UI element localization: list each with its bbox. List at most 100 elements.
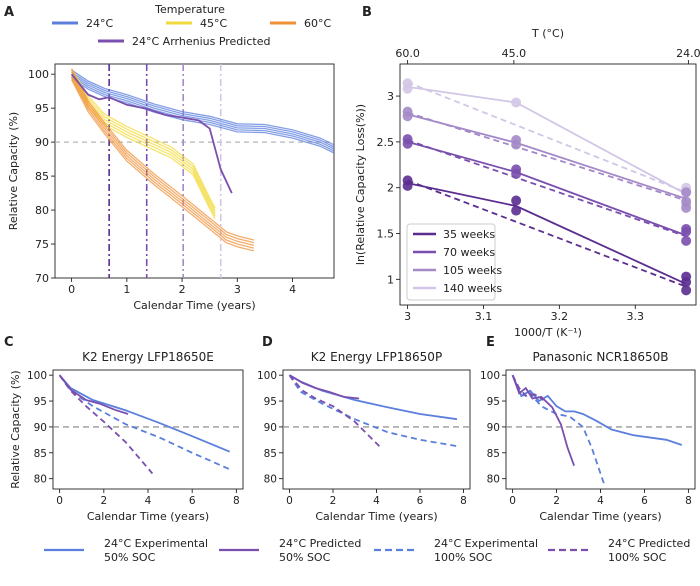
panel-c: 0 2 4 6 8 80 85 90 95 100 Calendar Time (years) Rel… [9, 350, 244, 523]
y-tick-label: 100 [28, 68, 49, 81]
fit-line-dashed [407, 81, 687, 194]
legend-label: 24°C Predicted [279, 537, 361, 550]
legend-label: 100% SOC [434, 551, 493, 564]
x-axis-label: Calendar Time (years) [87, 510, 209, 523]
x-tick-label: 4 [373, 495, 380, 507]
legend-label: 50% SOC [104, 551, 156, 564]
series-line [511, 374, 683, 446]
x-tick-label: 0 [286, 495, 293, 507]
fit-line [407, 113, 687, 200]
legend-label: 45°C [200, 17, 227, 30]
series-line [71, 76, 216, 217]
series-line [71, 69, 334, 146]
axes-frame [54, 63, 335, 279]
plot-area [283, 374, 470, 449]
x-axis-label: Calendar Time (years) [539, 510, 661, 523]
y-tick-label: 95 [34, 396, 47, 408]
axes-frame [52, 369, 244, 490]
x-tick-label: 8 [685, 495, 692, 507]
panel-label: E [486, 335, 495, 350]
x-axis-label: Calendar Time (years) [315, 510, 437, 523]
x-tick-label: 1 [123, 283, 130, 296]
x-tick-label: 6 [417, 495, 424, 507]
top-tick-label: 45.0 [502, 47, 527, 60]
y-axis-label: Relative Capacity (%) [7, 112, 20, 230]
fit-line-dashed [407, 139, 687, 238]
top-axis-label: T (°C) [531, 27, 564, 40]
x-tick-label: 0 [56, 495, 63, 507]
x-tick-label: 3 [404, 310, 411, 323]
x-tick-label: 2 [330, 495, 337, 507]
series-line [71, 71, 334, 148]
legend-label: 24°C Arrhenius Predicted [132, 35, 270, 48]
y-tick-label: 85 [35, 170, 49, 183]
panel-a: 0 1 2 3 4 70 75 80 85 90 95 100 Calendar Time (years… [7, 3, 335, 312]
x-tick-label: 2 [553, 495, 560, 507]
y-tick-label: 90 [35, 136, 49, 149]
series-line [71, 68, 255, 241]
legend-box [406, 223, 496, 301]
y-tick-label: 90 [264, 422, 277, 434]
top-tick-label: 24.0 [676, 47, 700, 60]
panel-label: D [262, 335, 273, 350]
series-line [71, 68, 216, 209]
data-point [402, 134, 413, 145]
series-line [58, 374, 231, 453]
y-tick-label: 80 [34, 474, 47, 486]
series-line [71, 76, 255, 249]
plot-area [53, 374, 243, 475]
y-tick-label: 2.5 [377, 136, 395, 149]
top-tick-label: 60.0 [395, 47, 420, 60]
panel-label: B [362, 5, 372, 20]
y-tick-label: 1.5 [377, 228, 395, 241]
data-point [681, 223, 692, 234]
y-tick-label: 80 [264, 474, 277, 486]
legend-label: 105 weeks [443, 264, 502, 277]
x-tick-label: 0 [68, 283, 75, 296]
panel-d: 0 2 4 6 8 80 85 90 95 100 Calendar Time (years) K2 … [257, 350, 471, 523]
panel-b: 3 3.1 3.2 3.3 1 1.5 2 2.5 3 1000/T (K⁻¹) ln(Relati… [354, 27, 700, 339]
x-axis-label: 1000/T (K⁻¹) [514, 326, 582, 339]
data-point [681, 285, 692, 296]
legend-label: 70 weeks [443, 246, 495, 259]
y-tick-label: 70 [35, 272, 49, 285]
axes-frame [282, 369, 471, 490]
legend: 35 weeks 70 weeks 105 weeks 140 weeks [406, 223, 502, 301]
series-line [288, 374, 382, 449]
data-point [511, 97, 522, 108]
y-tick-label: 2 [387, 182, 394, 195]
series-line [71, 71, 216, 212]
y-tick-label: 90 [34, 422, 47, 434]
data-point [402, 175, 413, 186]
x-tick-label: 8 [233, 495, 240, 507]
series-line [71, 73, 216, 214]
legend: Temperature 24°C 45°C 60°C 24°C Arrhenius Pr… [52, 3, 331, 48]
y-tick-label: 90 [487, 422, 500, 434]
x-tick-label: 6 [641, 495, 648, 507]
y-tick-label: 95 [35, 102, 49, 115]
data-point [681, 271, 692, 282]
y-tick-label: 80 [487, 474, 500, 486]
data-point [402, 106, 413, 117]
fit-line-dashed [407, 111, 687, 202]
x-axis-label: Calendar Time (years) [133, 299, 255, 312]
series-line [58, 374, 231, 471]
legend-label: 100% SOC [608, 551, 667, 564]
y-tick-label: 85 [264, 448, 277, 460]
y-tick-label: 85 [487, 448, 500, 460]
series-line [511, 374, 606, 487]
y-tick-label: 95 [264, 396, 277, 408]
data-point [681, 196, 692, 207]
series-line [70, 73, 233, 194]
fit-line [407, 86, 687, 195]
x-tick-label: 4 [597, 495, 604, 507]
y-tick-label: 75 [35, 238, 49, 251]
y-tick-label: 100 [480, 370, 500, 382]
panel-e: 0 2 4 6 8 80 85 90 95 100 Calendar Time (years) Pan… [480, 350, 696, 523]
y-tick-label: 3 [387, 90, 394, 103]
data-point [681, 187, 692, 198]
series-line [71, 73, 334, 150]
panel-title: Panasonic NCR18650B [532, 350, 668, 364]
